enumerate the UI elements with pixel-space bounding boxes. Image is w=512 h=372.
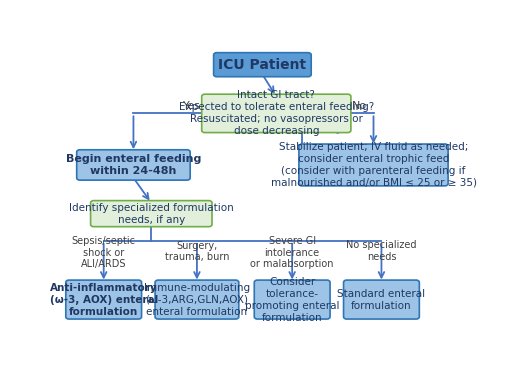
- FancyBboxPatch shape: [155, 280, 239, 319]
- FancyBboxPatch shape: [91, 201, 212, 227]
- Text: Begin enteral feeding
within 24-48h: Begin enteral feeding within 24-48h: [66, 154, 201, 176]
- FancyBboxPatch shape: [254, 280, 330, 319]
- Text: Stabilize patient; IV fluid as needed;
consider enteral trophic feed
(consider w: Stabilize patient; IV fluid as needed; c…: [270, 142, 477, 188]
- FancyBboxPatch shape: [77, 150, 190, 180]
- FancyBboxPatch shape: [214, 53, 311, 77]
- Text: ICU Patient: ICU Patient: [218, 58, 307, 72]
- Text: No: No: [352, 101, 367, 111]
- Text: Consider
tolerance-
promoting enteral
formulation: Consider tolerance- promoting enteral fo…: [245, 276, 339, 323]
- Text: Yes: Yes: [183, 101, 201, 111]
- Text: Standard enteral
formulation: Standard enteral formulation: [337, 289, 425, 311]
- Text: Immune-modulating
(ω-3,ARG,GLN,AOX)
enteral formulation: Immune-modulating (ω-3,ARG,GLN,AOX) ente…: [144, 283, 250, 317]
- Text: Identify specialized formulation
needs, if any: Identify specialized formulation needs, …: [69, 203, 233, 225]
- Text: Surgery,
trauma, burn: Surgery, trauma, burn: [165, 241, 229, 262]
- Text: Anti-inflammatory
(ω-3, AOX) enteral
formulation: Anti-inflammatory (ω-3, AOX) enteral for…: [50, 283, 158, 317]
- FancyBboxPatch shape: [344, 280, 419, 319]
- Text: Severe GI
intolerance
or malabsorption: Severe GI intolerance or malabsorption: [250, 236, 334, 269]
- FancyBboxPatch shape: [299, 144, 448, 186]
- FancyBboxPatch shape: [202, 94, 351, 132]
- Text: Intact GI tract?
Expected to tolerate enteral feeding?
Resuscitated; no vasopres: Intact GI tract? Expected to tolerate en…: [179, 90, 374, 137]
- FancyBboxPatch shape: [66, 280, 142, 319]
- Text: Sepsis/septic
shock or
ALI/ARDS: Sepsis/septic shock or ALI/ARDS: [72, 236, 136, 269]
- Text: No specialized
needs: No specialized needs: [346, 240, 417, 262]
